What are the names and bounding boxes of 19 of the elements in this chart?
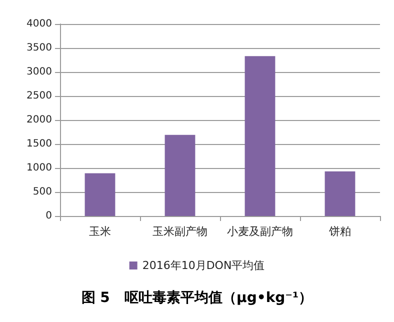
y-tick-label: 500 xyxy=(32,186,52,198)
y-tick-label: 2000 xyxy=(26,114,52,126)
bar xyxy=(244,56,276,216)
x-tick-label: 小麦及副产物 xyxy=(227,225,293,238)
x-tick-label: 玉米副产物 xyxy=(152,225,208,238)
x-tick-label: 玉米 xyxy=(89,225,111,238)
bar xyxy=(324,171,356,216)
legend-label: 2016年10月DON平均值 xyxy=(142,259,265,272)
y-tick-label: 1000 xyxy=(26,162,52,174)
y-tick-label: 3500 xyxy=(26,42,52,54)
x-tick-label: 饼粕 xyxy=(328,225,351,238)
y-tick-label: 1500 xyxy=(26,138,52,150)
text: 图 5 呕吐毒素平均值（μg•kg⁻¹） xyxy=(81,290,313,306)
y-tick-label: 0 xyxy=(46,210,52,222)
bar xyxy=(164,134,196,216)
bar xyxy=(84,173,116,216)
y-tick-label: 4000 xyxy=(26,18,52,30)
y-tick-label: 2500 xyxy=(26,90,52,102)
y-tick-label: 3000 xyxy=(26,66,52,78)
